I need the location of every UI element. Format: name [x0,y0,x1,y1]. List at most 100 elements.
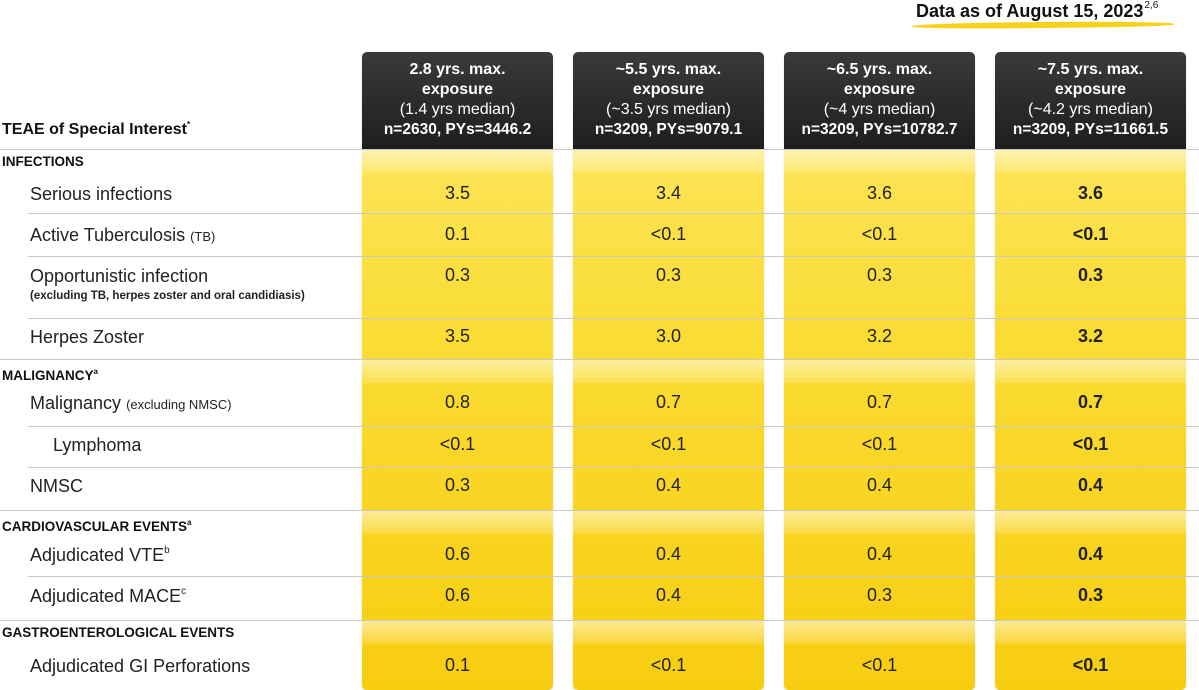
table-cell-value: <0.1 [650,655,687,675]
section-label: GASTROENTEROLOGICAL EVENTS [2,621,234,644]
section-label: INFECTIONS [2,150,84,173]
table-cell-value: 0.7 [655,392,682,412]
column-header-line1: ~7.5 yrs. max. [1037,61,1144,78]
row-label-text: NMSC [30,476,83,496]
row-header: TEAE of Special Interest* [2,120,190,139]
column-header-line3: (~4 yrs median) [823,101,936,118]
table-cell-value: 0.1 [444,655,471,675]
section-label: CARDIOVASCULAR EVENTSa [2,511,191,538]
row-label: Malignancy (excluding NMSC) [30,393,232,414]
column-header-line2: exposure [632,81,705,98]
table-cell-value: <0.1 [1072,655,1109,675]
section-band [0,359,1199,383]
table-cell-value: <0.1 [861,434,898,454]
table-cell-value: 0.6 [444,585,471,605]
table-cell-value: <0.1 [861,224,898,244]
table-cell-value: 0.4 [1077,544,1104,564]
table-cell-value: 0.3 [444,265,471,285]
data-date-text: Data as of August 15, 2023 [916,1,1144,21]
section-label-ref: a [187,518,192,527]
table-cell-value: <0.1 [439,434,476,454]
row-label-text: Malignancy [30,393,122,413]
table-cell-value: <0.1 [1072,434,1109,454]
row-label-text: Herpes Zoster [30,327,145,347]
data-date-note: Data as of August 15, 20232,6 [916,0,1158,24]
row-label-text: Adjudicated MACE [30,586,182,606]
table-cell-value: 0.4 [1077,475,1104,495]
row-header-text: TEAE of Special Interest [2,121,187,138]
column-header-line3: (1.4 yrs median) [399,101,516,118]
row-label: NMSC [30,476,83,497]
row-divider [28,467,1199,468]
table-cell-value: 0.3 [1077,585,1104,605]
table-cell-value: 0.3 [655,265,682,285]
row-label: Opportunistic infection [30,266,208,287]
row-divider [28,318,1199,319]
section-label-ref: a [93,367,98,376]
column-header-line4: n=3209, PYs=10782.7 [801,121,958,138]
row-label-text: Adjudicated GI Perforations [30,656,251,676]
column-header-line4: n=2630, PYs=3446.2 [383,121,532,138]
section-label-text: CARDIOVASCULAR EVENTS [2,519,188,534]
column-header-line2: exposure [1054,81,1127,98]
table-cell-value: 0.3 [866,265,893,285]
table-cell-value: <0.1 [1072,224,1109,244]
column-header-line1: ~5.5 yrs. max. [615,61,722,78]
row-label-ref: c [181,586,187,597]
row-label-text: Serious infections [30,184,173,204]
table-cell-value: 0.4 [866,475,893,495]
column-header-line1: 2.8 yrs. max. [409,61,506,78]
row-label: Adjudicated GI Perforations [30,656,250,677]
table-cell-value: 0.1 [444,224,471,244]
section-label-text: MALIGNANCY [2,368,94,383]
table-cell-value: 3.5 [444,183,471,203]
row-label-text: Adjudicated VTE [30,545,165,565]
table-cell-value: 0.4 [655,544,682,564]
column-header: ~5.5 yrs. max. exposure (~3.5 yrs median) n… [573,52,764,149]
column-header: ~7.5 yrs. max. exposure (~4.2 yrs median) n… [995,52,1186,149]
column-header-line3: (~3.5 yrs median) [606,101,731,118]
column-header-line2: exposure [421,81,494,98]
table-cell-value: 0.3 [444,475,471,495]
row-divider [28,426,1199,427]
table-cell-value: 3.5 [444,326,471,346]
column-header-line4: n=3209, PYs=11661.5 [1012,121,1169,138]
column-header-line4: n=3209, PYs=9079.1 [594,121,743,138]
row-label-text: Lymphoma [53,435,142,455]
table-cell-value: <0.1 [650,434,687,454]
table-cell-value: 3.4 [655,183,682,203]
column-header: 2.8 yrs. max. exposure (1.4 yrs median) n=2… [362,52,553,149]
table-cell-value: 3.2 [1077,326,1104,346]
table-cell-value: 0.4 [866,544,893,564]
row-label-qualifier: (TB) [190,229,216,244]
section-label-text: GASTROENTEROLOGICAL EVENTS [2,625,235,640]
row-label: Serious infections [30,184,172,205]
table-cell-value: 3.0 [655,326,682,346]
row-divider [28,256,1199,257]
table-cell-value: 3.6 [1077,183,1104,203]
table-cell-value: <0.1 [861,655,898,675]
row-header-ref: * [186,120,191,129]
table-cell-value: 0.6 [444,544,471,564]
section-band [0,149,1199,173]
table-cell-value: 0.4 [655,585,682,605]
row-label: Herpes Zoster [30,327,144,348]
table-cell-value: 0.3 [1077,265,1104,285]
table-cell-value: 0.8 [444,392,471,412]
section-label: MALIGNANCYa [2,360,98,387]
table-cell-value: 0.3 [866,585,893,605]
row-label-text: Opportunistic infection [30,266,209,286]
column-header-line1: ~6.5 yrs. max. [826,61,933,78]
header-divider [0,149,362,150]
row-label: Active Tuberculosis (TB) [30,225,215,246]
table-cell-value: 0.7 [866,392,893,412]
table-cell-value: 0.7 [1077,392,1104,412]
section-band [0,620,1199,644]
data-date-ref: 2,6 [1144,0,1159,11]
table-cell-value: 3.6 [866,183,893,203]
table-cell-value: 0.4 [655,475,682,495]
section-band [0,510,1199,534]
table-cell-value: 3.2 [866,326,893,346]
column-header-line3: (~4.2 yrs median) [1028,101,1153,118]
row-label-ref: b [164,545,170,556]
